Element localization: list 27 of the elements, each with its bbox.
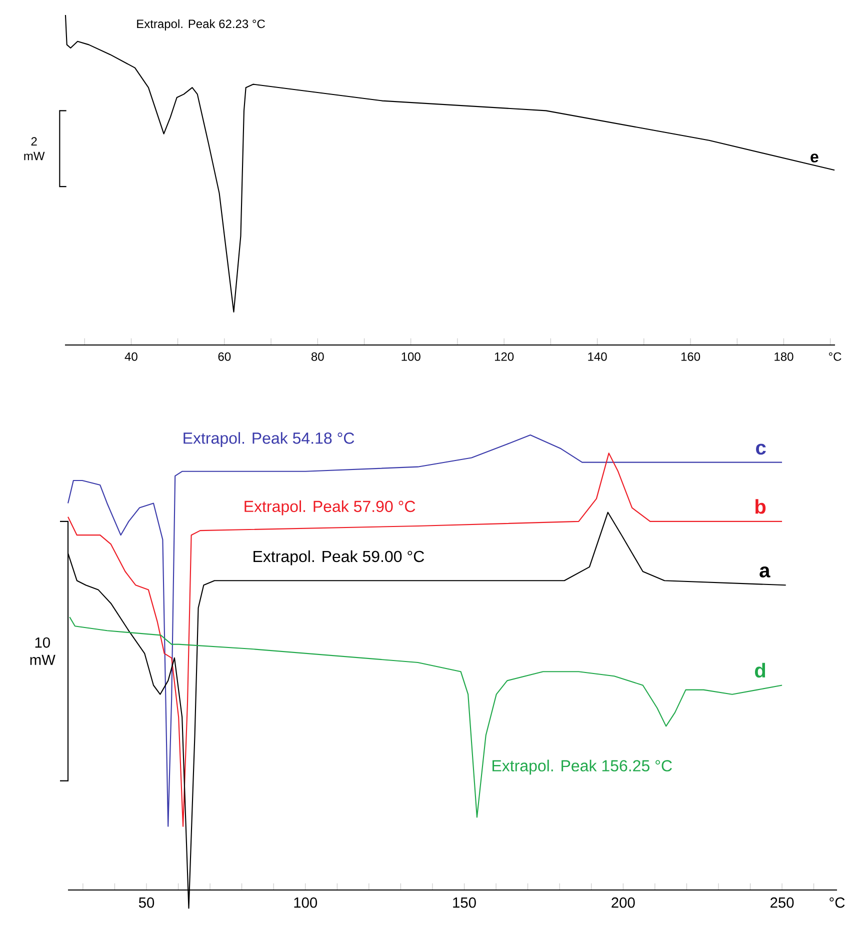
x-tick-label: 100 [294, 897, 318, 908]
series-label: e [810, 154, 818, 162]
x-tick-label: 120 [494, 352, 514, 361]
x-tick-label: 40 [124, 352, 138, 361]
x-axis-title: °C [830, 897, 845, 908]
x-tick-label: 250 [770, 897, 794, 908]
x-tick-label: 100 [402, 352, 420, 361]
x-tick-label: 160 [681, 352, 700, 361]
series-label: c [756, 444, 766, 455]
annotation: Extrapol. Peak 156.25 °C [492, 760, 672, 775]
annotation: Extrapol. Peak 54.18 °C [184, 432, 354, 448]
x-tick-label: 50 [138, 897, 154, 908]
x-tick-label: 200 [612, 897, 635, 908]
x-tick-label: 180 [774, 352, 794, 361]
annotation: Extrapol. Peak 59.00 °C [254, 550, 424, 566]
text: 10 mW [30, 637, 56, 665]
x-tick-label: 150 [453, 897, 476, 908]
x-tick-label: 80 [311, 352, 324, 361]
series-label: d [754, 662, 766, 678]
x-tick-label: 140 [588, 352, 607, 361]
series-label: b [755, 499, 766, 514]
x-tick-label: 60 [218, 352, 231, 361]
series-label: a [760, 566, 770, 578]
x-axis-title: °C [828, 352, 842, 361]
annotation: Extrapol. Peak 62.23 °C [137, 19, 265, 30]
annotation: Extrapol. Peak 57.90 °C [244, 500, 416, 516]
text: 2 mW [24, 137, 45, 160]
